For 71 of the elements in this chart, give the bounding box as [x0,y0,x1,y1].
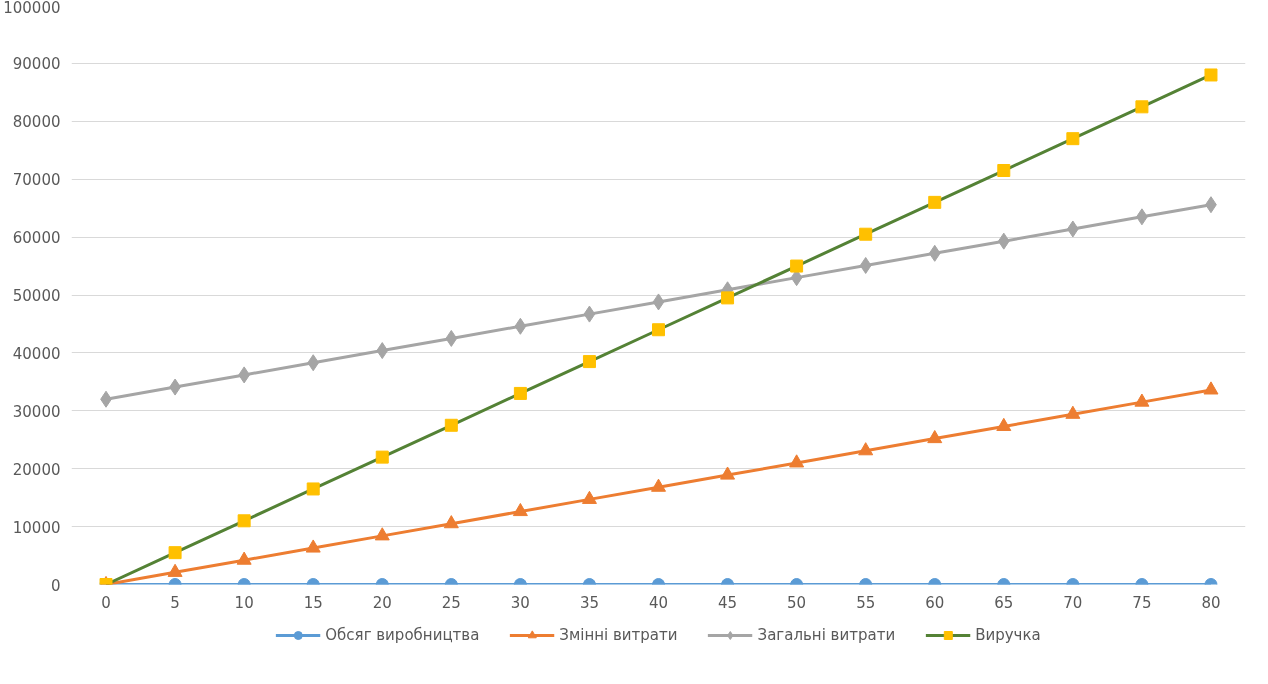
point [444,418,458,432]
point [652,293,665,311]
point [513,386,527,400]
point [583,305,596,323]
point [306,482,320,496]
point [1066,132,1080,146]
x-tick-label: 25 [441,593,461,612]
y-tick-label: 40000 [12,344,61,363]
point [721,291,735,305]
point [997,164,1011,178]
x-tick-label: 55 [856,593,876,612]
x-tick-label: 80 [1201,593,1221,612]
x-tick-label: 45 [718,593,738,612]
x-tick-label: 70 [1063,593,1083,612]
x-tick-label: 0 [101,593,111,612]
x-tick-label: 60 [925,593,945,612]
y-tick-label: 10000 [12,518,61,537]
x-tick-label: 50 [787,593,807,612]
point [652,323,665,337]
point [997,232,1010,250]
legend-label: Обсяг виробництва [325,626,480,644]
y-tick-label: 100000 [3,0,61,17]
x-tick-label: 5 [170,593,180,612]
legend-label: Загальні витрати [757,626,896,644]
legend-label: Змінні витрати [559,626,678,644]
point [1135,100,1149,114]
point [859,227,873,241]
y-tick-label: 60000 [12,229,61,248]
point [514,317,527,335]
y-tick-label: 20000 [12,460,61,479]
y-tick-label: 30000 [12,402,61,421]
point [443,515,459,529]
y-tick-label: 50000 [12,287,61,305]
point [375,450,389,464]
y-tick-label: 0 [50,576,61,595]
point [1134,393,1150,407]
point [720,466,736,480]
point [374,527,390,541]
point [927,430,943,444]
point [445,329,458,347]
x-tick-label: 35 [579,593,599,612]
x-tick-label: 30 [510,593,530,612]
x-tick-label: 20 [372,593,392,612]
point [512,502,528,517]
legend-label: Виручка [975,626,1041,644]
point [928,244,941,262]
x-tick-label: 65 [994,593,1014,612]
y-tick-label: 90000 [12,55,61,74]
point [859,256,872,274]
point [307,354,320,372]
x-tick-label: 75 [1132,593,1152,612]
x-tick-label: 40 [648,593,669,612]
point [581,490,597,504]
point [167,563,183,577]
point [1065,405,1081,419]
point [582,355,596,369]
point [1203,381,1219,395]
point [236,551,252,565]
point [996,417,1012,431]
y-tick-label: 80000 [12,113,61,132]
y-tick-label: 70000 [12,171,61,190]
point [376,342,389,360]
point [858,442,874,456]
point [1204,68,1218,82]
point [305,539,321,553]
point [928,195,942,209]
point [790,259,804,273]
x-tick-label: 15 [303,593,323,612]
point [651,478,666,492]
point [789,454,805,468]
x-tick-label: 10 [234,593,254,612]
